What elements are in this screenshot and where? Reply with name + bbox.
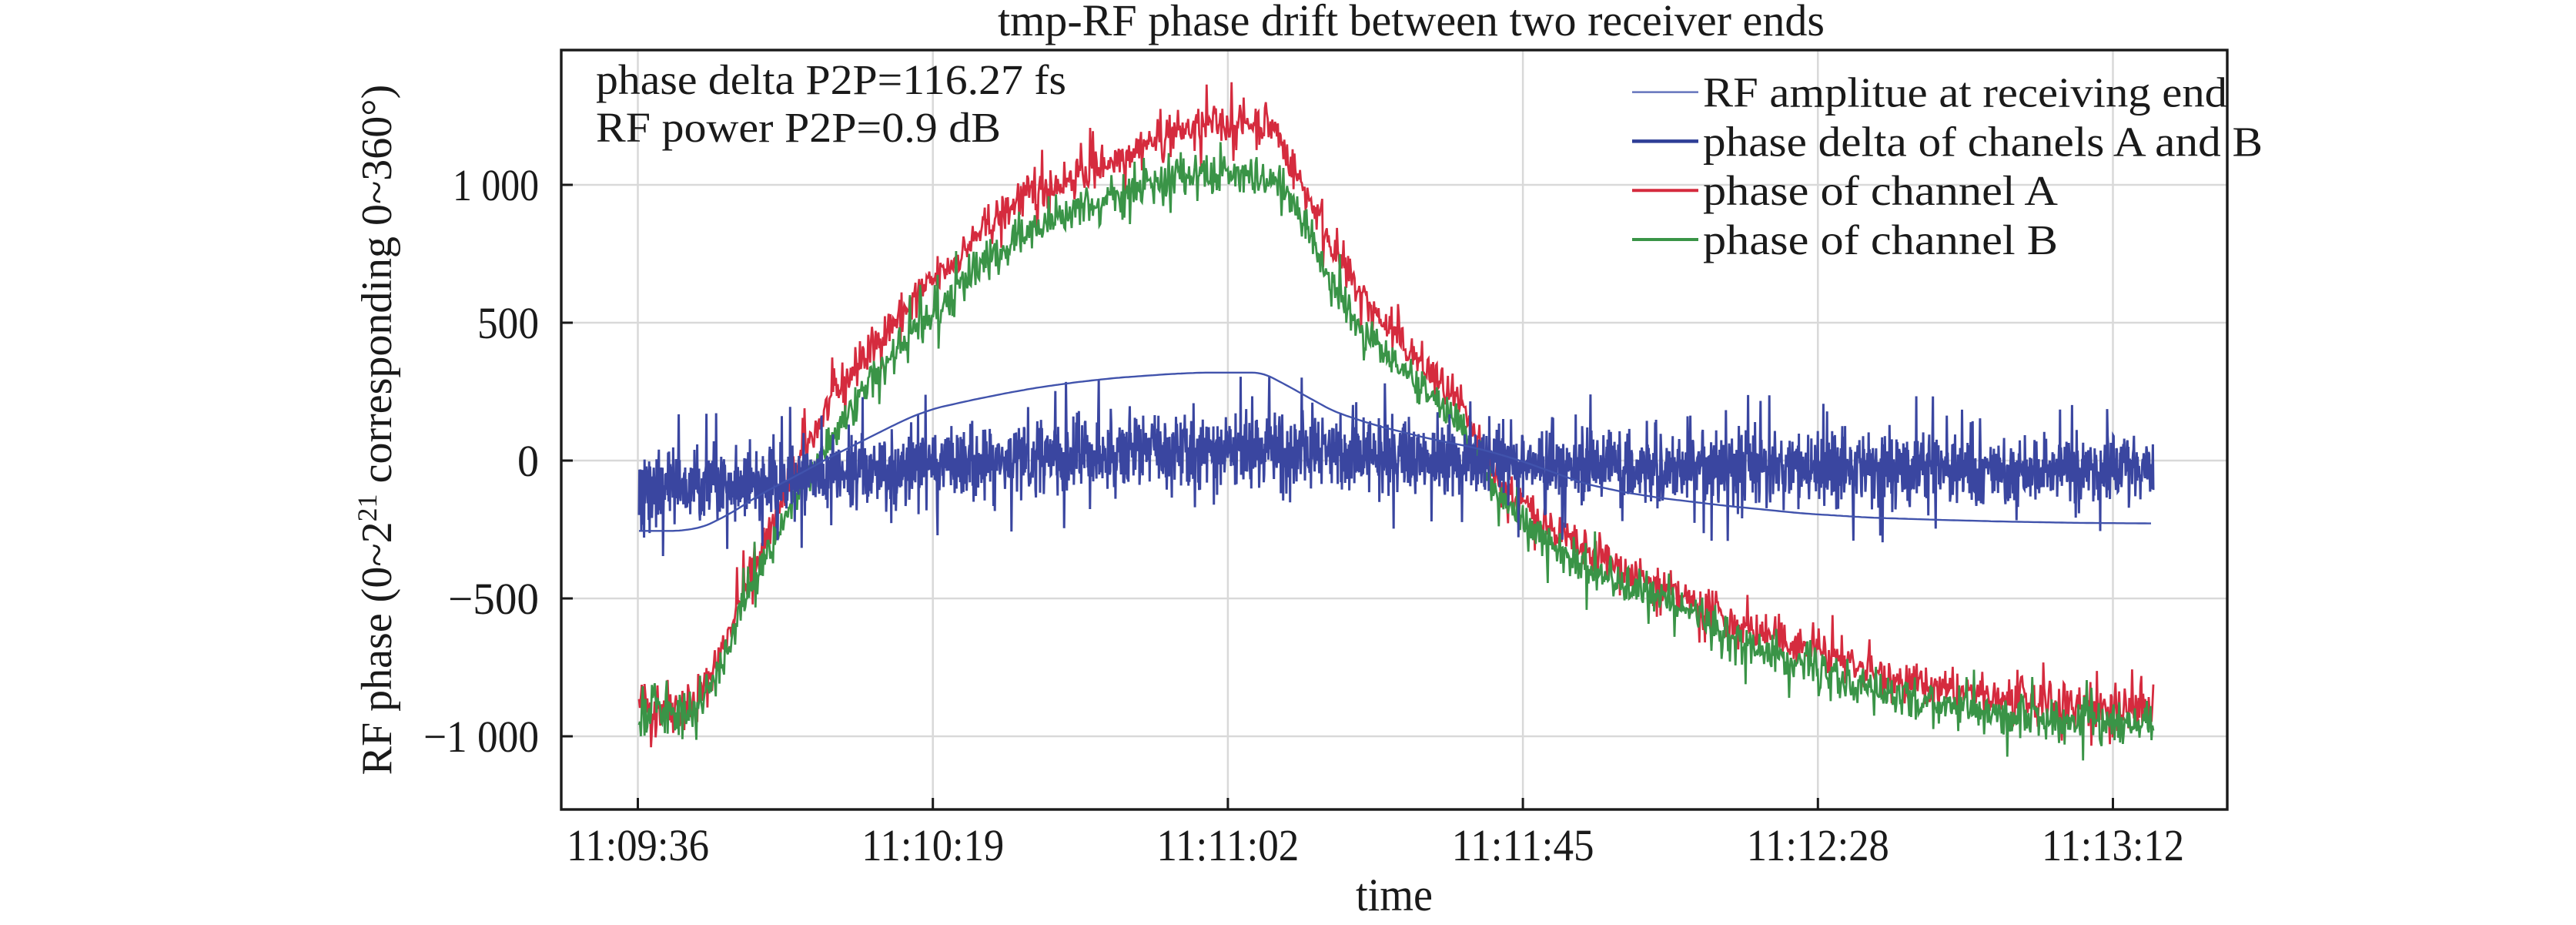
svg-text:11:10:19: 11:10:19 — [861, 820, 1004, 870]
svg-text:phase delta of chanels A and B: phase delta of chanels A and B — [1703, 118, 2263, 165]
svg-text:11:13:12: 11:13:12 — [2042, 820, 2184, 870]
svg-text:11:11:45: 11:11:45 — [1452, 820, 1594, 870]
svg-text:RF amplitue at receiving end: RF amplitue at receiving end — [1703, 69, 2227, 116]
svg-text:time: time — [1356, 870, 1433, 920]
svg-text:11:11:02: 11:11:02 — [1156, 820, 1299, 870]
svg-text:RF power P2P=0.9 dB: RF power P2P=0.9 dB — [596, 104, 1001, 151]
svg-text:phase of channel A: phase of channel A — [1703, 167, 2058, 214]
svg-text:11:09:36: 11:09:36 — [567, 820, 709, 870]
svg-text:−500: −500 — [448, 574, 539, 624]
svg-text:500: 500 — [477, 298, 539, 348]
svg-text:phase of channel B: phase of channel B — [1703, 216, 2058, 263]
svg-text:1 000: 1 000 — [453, 160, 539, 210]
svg-text:−1 000: −1 000 — [423, 712, 539, 762]
svg-text:RF phase (0~221 corresponding: RF phase (0~221 corresponding 0~360°) — [352, 85, 401, 776]
svg-text:tmp-RF phase drift between two: tmp-RF phase drift between two receiver … — [998, 0, 1825, 45]
svg-text:11:12:28: 11:12:28 — [1747, 820, 1889, 870]
svg-text:phase delta P2P=116.27 fs: phase delta P2P=116.27 fs — [596, 56, 1066, 103]
svg-text:0: 0 — [517, 436, 539, 486]
